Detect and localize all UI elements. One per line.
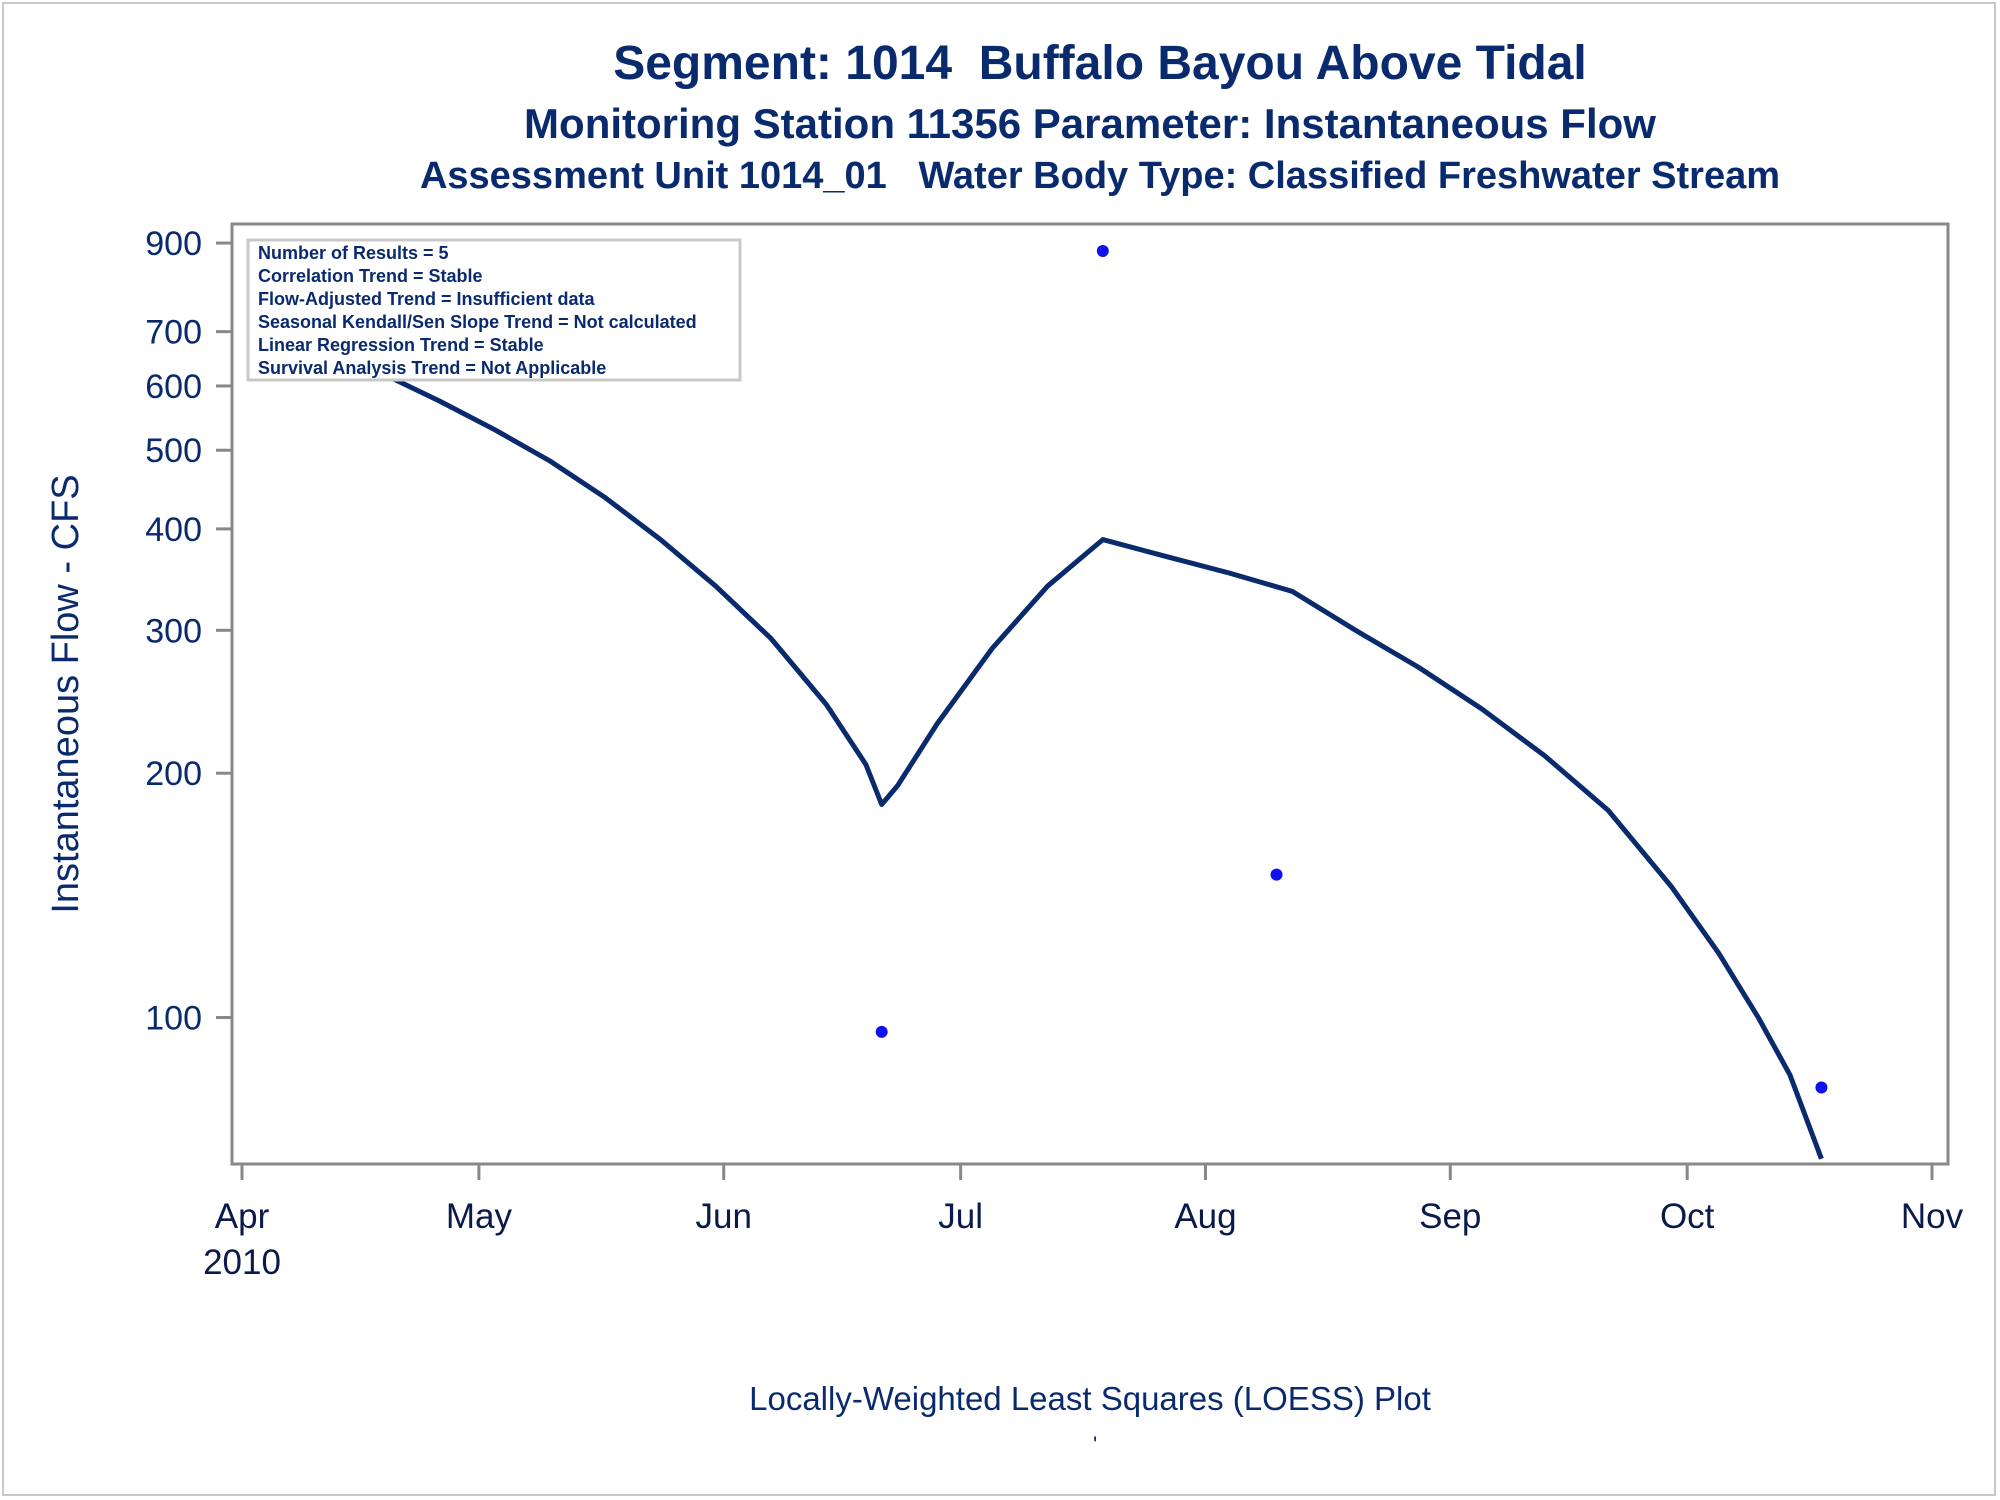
x-tick-label: May: [446, 1197, 513, 1236]
info-box-line: Seasonal Kendall/Sen Slope Trend = Not c…: [258, 312, 697, 332]
chart-subtitle: Monitoring Station 11356 Parameter: Inst…: [524, 100, 1656, 147]
y-tick-label: 900: [145, 225, 202, 263]
y-tick-label: 100: [145, 1000, 202, 1038]
info-box-line: Correlation Trend = Stable: [258, 266, 483, 286]
data-point: [875, 1025, 888, 1038]
x-tick-label: Jun: [696, 1197, 752, 1236]
x-tick-label: Aug: [1174, 1197, 1236, 1236]
x-tick-label: Sep: [1419, 1197, 1481, 1236]
y-tick-label: 400: [145, 511, 202, 549]
x-tick-label: Jul: [938, 1197, 983, 1236]
chart-footnote: Locally-Weighted Least Squares (LOESS) P…: [749, 1380, 1431, 1417]
y-tick-label: 200: [145, 755, 202, 793]
info-box: [246, 238, 742, 382]
data-point: [1096, 244, 1109, 257]
x-tick-label: Oct: [1660, 1197, 1715, 1236]
info-box-line: Flow-Adjusted Trend = Insufficient data: [258, 289, 596, 309]
data-point: [1270, 868, 1283, 881]
plot-frame: [230, 222, 1950, 1166]
y-tick-label: 700: [145, 314, 202, 352]
loess-line: [383, 372, 1824, 1160]
y-tick-label: 300: [145, 612, 202, 650]
x-tick-label: Apr: [215, 1197, 270, 1236]
y-axis-label: Instantaneous Flow - CFS: [45, 474, 87, 913]
x-tick-label: Nov: [1901, 1197, 1964, 1236]
x-tick-year-label: 2010: [203, 1243, 281, 1282]
info-box-line: Linear Regression Trend = Stable: [258, 335, 544, 355]
y-tick-label: 500: [145, 432, 202, 470]
footnote-mark: ': [1093, 1432, 1098, 1457]
y-tick-label: 600: [145, 368, 202, 406]
chart-subtitle-2: Assessment Unit 1014_01 Water Body Type:…: [419, 155, 1781, 197]
info-box-line: Survival Analysis Trend = Not Applicable: [258, 358, 606, 378]
data-point: [1815, 1081, 1828, 1094]
chart-title: Segment: 1014 Buffalo Bayou Above Tidal: [613, 37, 1587, 90]
info-box-line: Number of Results = 5: [258, 243, 449, 263]
